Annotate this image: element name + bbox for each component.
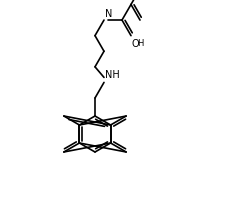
Text: O: O xyxy=(132,39,140,49)
Text: H: H xyxy=(137,39,143,48)
Text: NH: NH xyxy=(105,70,120,80)
Text: N: N xyxy=(105,9,112,19)
